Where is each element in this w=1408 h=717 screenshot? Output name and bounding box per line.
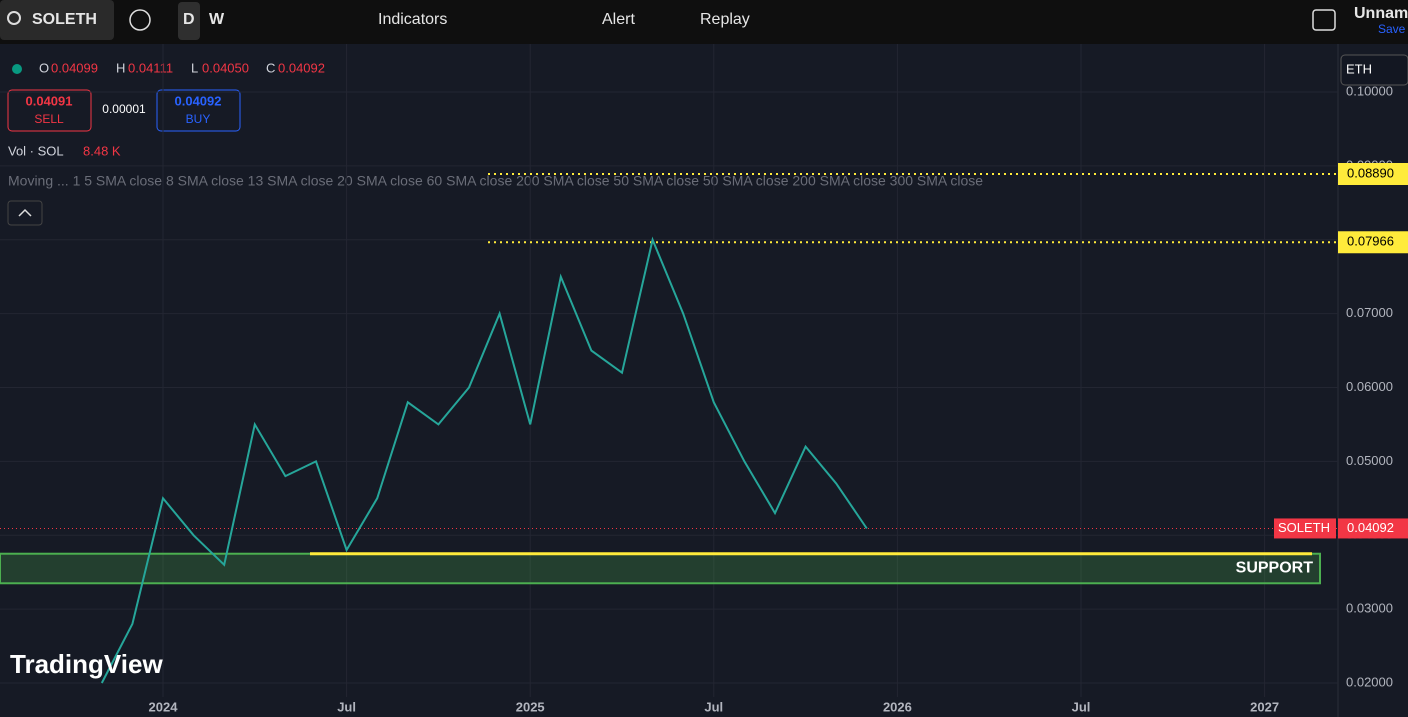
y-tick-label: 0.10000: [1346, 83, 1393, 98]
price-label: 0.07966: [1347, 234, 1394, 249]
toolbar: [0, 0, 1408, 44]
x-tick-label: Jul: [337, 699, 356, 714]
watermark: TradingView: [10, 649, 163, 679]
interval-active[interactable]: [178, 2, 200, 40]
sell-button[interactable]: [7, 89, 92, 132]
layout-name[interactable]: Unnam: [1354, 5, 1408, 22]
price-line: [100, 236, 868, 684]
currency-box[interactable]: [1340, 54, 1408, 86]
buy-button[interactable]: [156, 89, 241, 132]
price-label-box: [1338, 518, 1408, 539]
ohlc-label: C: [266, 60, 275, 75]
volume-value: 8.48 K: [83, 143, 121, 158]
indicators-button[interactable]: Indicators: [378, 11, 447, 28]
save-button[interactable]: Save: [1378, 22, 1406, 36]
replay-button[interactable]: Replay: [700, 11, 750, 28]
ohlc-label: H: [116, 60, 125, 75]
price-label: 0.08890: [1347, 165, 1394, 180]
collapse-button[interactable]: [7, 200, 43, 226]
interval[interactable]: D: [183, 11, 195, 28]
x-tick-label: 2025: [516, 699, 545, 714]
ohlc-value: 0.04050: [202, 60, 249, 75]
support-label: SUPPORT: [1236, 560, 1314, 577]
collapse-icon: [18, 208, 32, 217]
buy-label[interactable]: BUY: [186, 112, 211, 126]
interval[interactable]: W: [209, 11, 225, 28]
alert-button[interactable]: Alert: [602, 11, 635, 28]
sell-label[interactable]: SELL: [34, 112, 64, 126]
symbol-box[interactable]: [0, 0, 114, 40]
symbol[interactable]: SOLETH: [32, 11, 97, 28]
x-tick-label: Jul: [1072, 699, 1091, 714]
y-tick-label: 0.06000: [1346, 379, 1393, 394]
buy-price[interactable]: 0.04092: [175, 93, 222, 108]
add-symbol[interactable]: [129, 9, 151, 31]
symbol-label-box: [1274, 518, 1336, 539]
x-tick-label: Jul: [704, 699, 723, 714]
volume-label: Vol · SOL: [8, 143, 64, 158]
sell-price[interactable]: 0.04091: [26, 93, 73, 108]
ohlc-label: L: [191, 60, 198, 75]
x-tick-label: 2024: [149, 699, 179, 714]
y-tick-label: 0.02000: [1346, 674, 1393, 689]
price-label: 0.04092: [1347, 520, 1394, 535]
layout-icon[interactable]: [1312, 9, 1336, 31]
price-label-box: [1338, 231, 1408, 254]
ohlc-label: O: [39, 60, 49, 75]
currency[interactable]: ETH: [1346, 61, 1372, 76]
support-zone: [0, 552, 1321, 585]
y-tick-label: 0.05000: [1346, 453, 1393, 468]
ohlc-value: 0.04099: [51, 60, 98, 75]
ohlc-value: 0.04111: [128, 60, 173, 75]
symbol-label: SOLETH: [1278, 520, 1330, 535]
spread: 0.00001: [102, 102, 146, 116]
ohlc-value: 0.04092: [278, 60, 325, 75]
price-label-box: [1338, 163, 1408, 186]
moving-averages: Moving ... 1 5 SMA close 8 SMA close 13 …: [8, 173, 983, 189]
status-dot: [12, 64, 22, 74]
y-tick-label: 0.03000: [1346, 601, 1393, 616]
y-tick-label: 0.07000: [1346, 305, 1393, 320]
x-tick-label: 2027: [1250, 699, 1279, 714]
search-icon: [7, 11, 21, 25]
plot: 0.020000.030000.040000.050000.060000.070…: [0, 44, 1408, 717]
x-tick-label: 2026: [883, 699, 912, 714]
